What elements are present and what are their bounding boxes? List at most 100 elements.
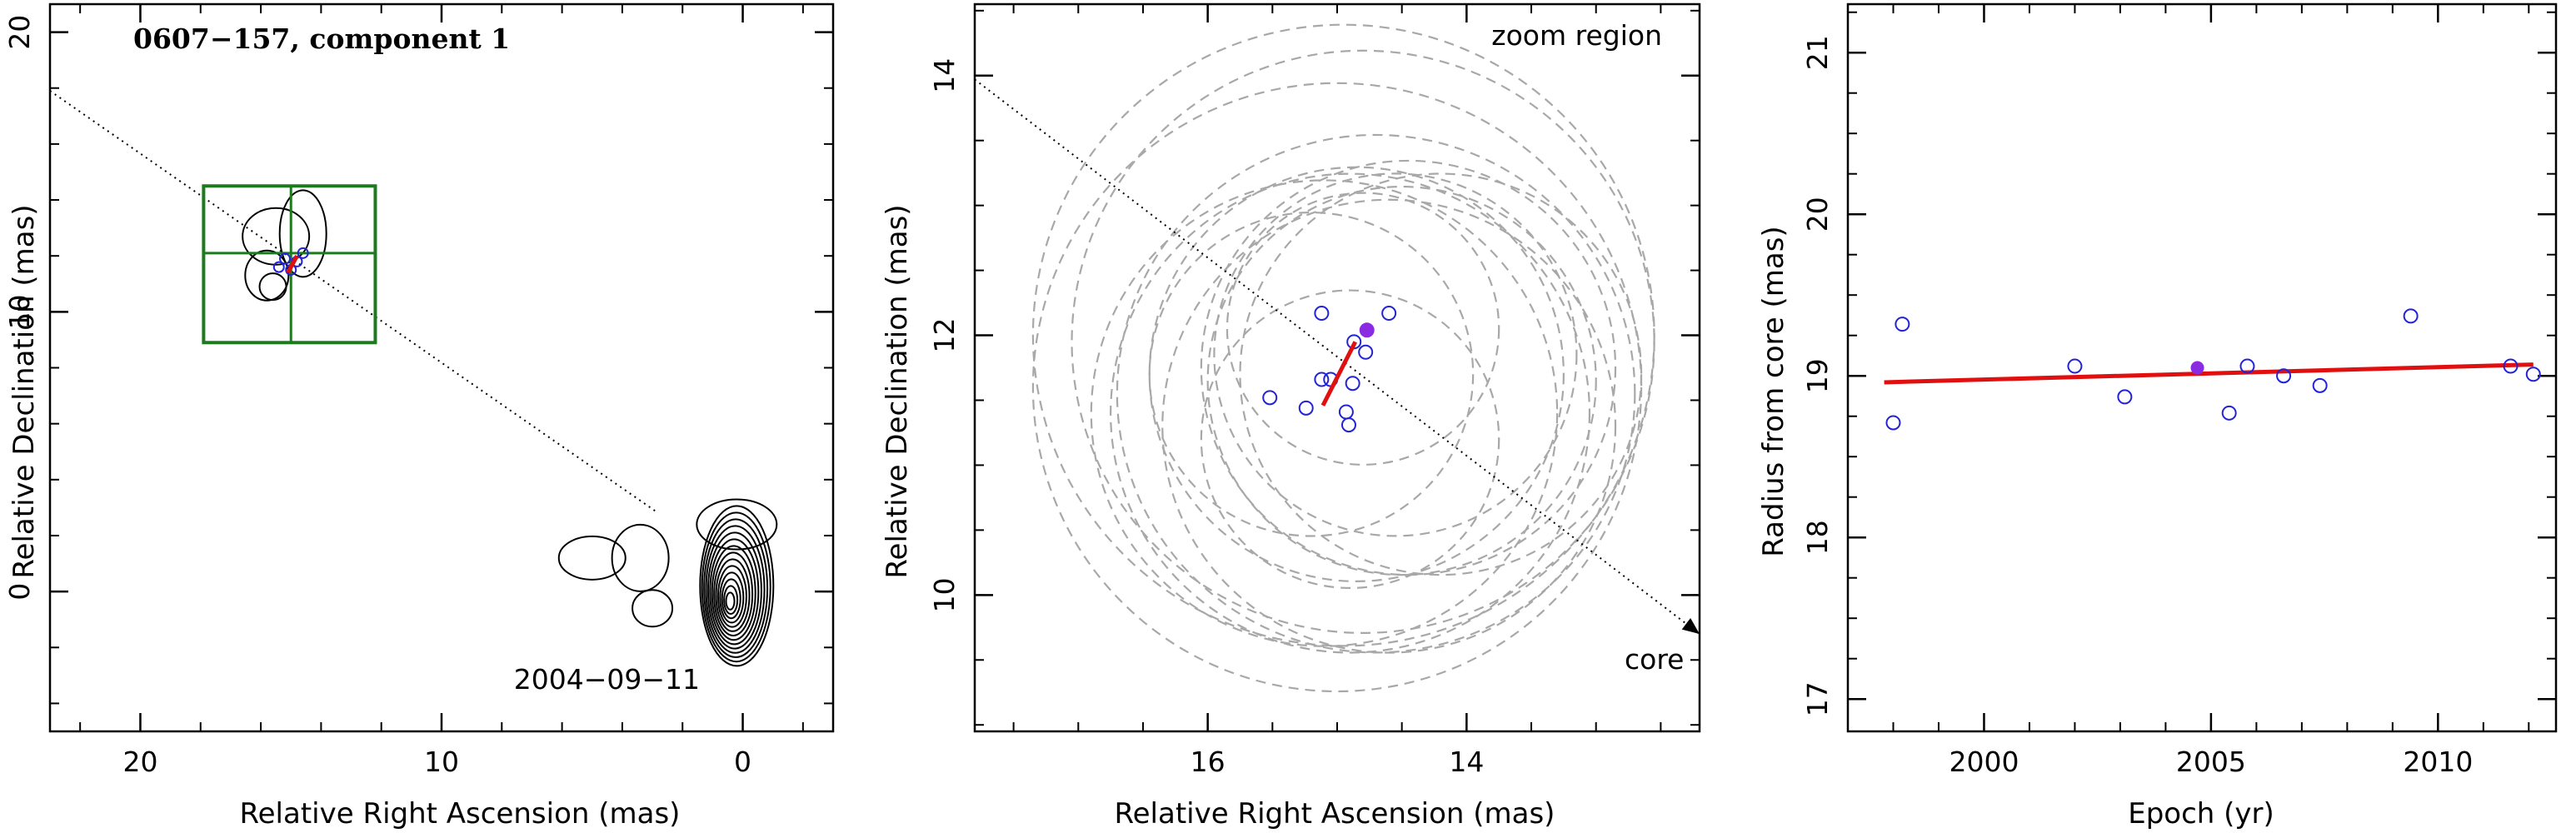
error-circle (1031, 82, 1643, 693)
error-circle (1071, 49, 1655, 634)
core-contour (715, 558, 751, 632)
data-point (2503, 358, 2519, 374)
y-tick-label: 17 (1801, 681, 1834, 716)
core-contour (706, 531, 762, 650)
fit-line (1884, 362, 2534, 385)
core-contour (703, 518, 769, 659)
error-circle (1161, 198, 1617, 654)
core-contour (709, 538, 760, 646)
component-contour (244, 249, 290, 302)
y-tick-label: 19 (1801, 358, 1834, 393)
data-point (1338, 404, 1354, 420)
error-circle (1031, 23, 1655, 647)
x-axis-label: Relative Right Ascension (mas) (240, 797, 681, 831)
panel-right-radius: 2000 2005 2010 17 18 19 20 21 Epoch (yr) Radius… (1757, 2, 2558, 831)
zoom-region-label: zoom region (1491, 19, 1662, 52)
core-contour (719, 571, 745, 624)
x-axis-label: Epoch (yr) (2128, 797, 2274, 831)
error-circle (1110, 172, 1591, 654)
component-contour (242, 207, 311, 266)
component-contour (258, 272, 287, 302)
error-circle (1200, 289, 1500, 590)
y-axis-label: Relative Declination (mas) (7, 204, 41, 578)
x-tick-label: 20 (122, 746, 157, 778)
y-tick-label: 14 (928, 58, 961, 93)
core-contour (721, 578, 741, 620)
highlighted-point (1359, 322, 1375, 338)
core-contour (699, 505, 775, 667)
x-tick-label: 2010 (2403, 746, 2473, 778)
y-tick-label: 21 (1801, 35, 1834, 70)
data-point (1314, 372, 1330, 387)
core-contour (701, 511, 771, 663)
data-point (2221, 405, 2237, 421)
x-tick-label: 2000 (1949, 746, 2019, 778)
error-circle (1226, 192, 1500, 466)
x-tick-label: 0 (734, 746, 751, 778)
core-contour (723, 585, 739, 616)
fit-line (286, 255, 299, 274)
y-axis-label: Radius from core (mas) (1757, 226, 1790, 556)
x-tick-label: 14 (1449, 746, 1484, 778)
axes-frame (48, 2, 835, 733)
y-tick-label: 20 (3, 15, 36, 50)
data-point (1345, 376, 1360, 392)
component-contour (278, 189, 327, 278)
y-tick-label: 12 (928, 318, 961, 353)
contour-map (242, 189, 778, 667)
axes-frame (973, 2, 1701, 733)
chart-title: 0607−157, component 1 (133, 22, 510, 55)
error-circle (1148, 211, 1475, 537)
jet-contour (557, 535, 627, 581)
error-circle (1200, 159, 1617, 576)
highlighted-point (2190, 361, 2204, 375)
arrow-head (1681, 617, 1700, 635)
data-point (2067, 358, 2083, 374)
y-tick-label: 18 (1801, 520, 1834, 555)
y-tick-label: 20 (1801, 197, 1834, 232)
data-point (272, 261, 285, 273)
y-tick-label: 0 (3, 583, 36, 601)
data-point (1381, 306, 1397, 322)
data-point (2239, 358, 2255, 374)
date-label: 2004−09−11 (514, 663, 700, 696)
data-point (1314, 306, 1330, 322)
data-point (1262, 390, 1278, 406)
data-point (297, 247, 309, 259)
x-tick-label: 10 (424, 746, 459, 778)
plot-layer: 2000 2005 2010 17 18 19 20 21 (1801, 2, 2558, 778)
data-point (2276, 368, 2292, 384)
y-tick-label: 10 (3, 294, 36, 329)
data-point (279, 252, 291, 265)
zoom-box (202, 184, 377, 345)
fit-line (1320, 341, 1357, 407)
x-axis-label: Relative Right Ascension (mas) (1115, 797, 1555, 831)
error-circle (1116, 133, 1636, 654)
plot-layer: 16 14 10 12 14 (928, 2, 1701, 778)
jet-contour (632, 589, 674, 628)
data-point (2403, 308, 2419, 324)
core-contour (713, 551, 754, 637)
data-point (1358, 344, 1374, 360)
core-contour (716, 565, 747, 628)
axes-frame (1846, 2, 2558, 733)
y-axis-label: Relative Declination (mas) (881, 204, 914, 578)
error-circle (1239, 172, 1643, 576)
direction-line (49, 90, 659, 514)
error-circle-group (1031, 23, 1655, 693)
data-point (1885, 415, 1901, 431)
panel-middle-zoom: 16 14 10 12 14 zoom region core Relative Rig… (881, 2, 1701, 831)
core-label: core (1625, 643, 1684, 676)
jet-contour (696, 498, 778, 551)
panel-left-map: 20 10 0 0 10 20 0607−157, component 1 2004−09… (3, 2, 835, 831)
error-circle (1090, 179, 1559, 647)
core-contour (711, 545, 756, 641)
data-point (2312, 377, 2328, 393)
plot-layer: 20 10 0 0 10 20 (3, 2, 835, 778)
y-tick-label: 10 (928, 577, 961, 612)
data-point (2525, 367, 2541, 382)
data-point (2117, 389, 2133, 405)
core-contour (705, 525, 766, 654)
direction-line (974, 78, 1700, 635)
